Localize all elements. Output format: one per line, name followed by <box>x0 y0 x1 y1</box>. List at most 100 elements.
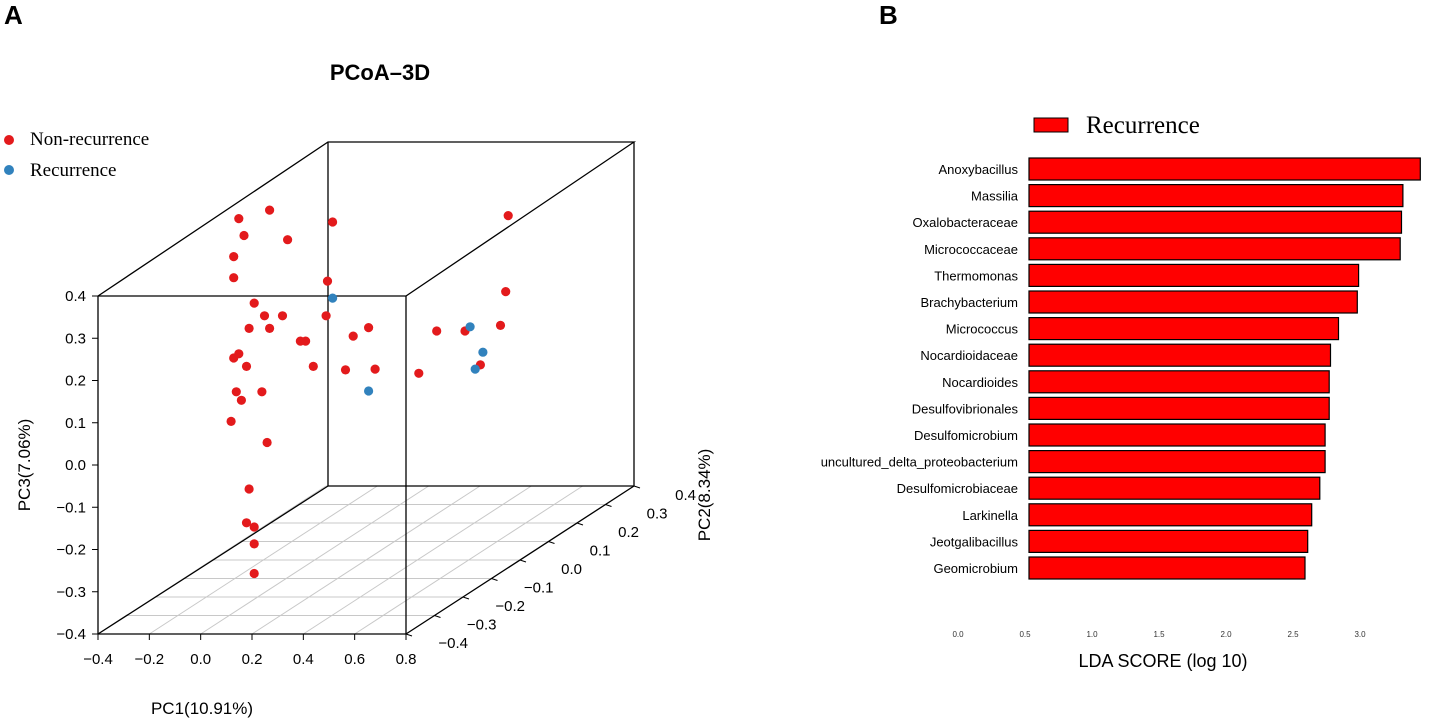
lda-category-label: uncultured_delta_proteobacterium <box>821 455 1018 470</box>
point-non-recurrence <box>229 353 239 363</box>
lda-bar <box>1028 529 1309 554</box>
pc2-tick-label: 0.4 <box>675 487 696 504</box>
pc2-tick-mark <box>519 559 527 563</box>
pcoa-title: PCoA–3D <box>330 60 430 85</box>
pc1-axis-label: PC1(10.91%) <box>151 699 253 718</box>
lda-bar <box>1028 423 1326 447</box>
point-non-recurrence <box>241 518 252 528</box>
pc1-tick-label: 0.8 <box>396 651 417 668</box>
point-non-recurrence <box>236 395 246 405</box>
pc3-tick-label: 0.3 <box>65 330 86 347</box>
lda-category-label: Massilia <box>971 189 1019 204</box>
lda-bar <box>1028 343 1332 367</box>
lda-tick-label: 2.5 <box>1287 630 1299 639</box>
lda-legend-label: Recurrence <box>1086 112 1200 139</box>
lda-category-label: Larkinella <box>962 508 1018 523</box>
pc2-tick-label: 0.0 <box>561 561 582 578</box>
lda-bar <box>1028 396 1330 420</box>
lda-bar <box>1028 556 1306 580</box>
lda-bar <box>1028 370 1330 394</box>
pc1-tick-label: 0.4 <box>293 651 314 668</box>
legend-marker-recurrence <box>4 165 14 175</box>
lda-tick-label: 2.0 <box>1220 630 1232 639</box>
pc2-tick-mark <box>405 633 413 637</box>
point-non-recurrence <box>265 205 275 215</box>
point-non-recurrence <box>283 235 293 245</box>
pc2-tick-mark <box>576 522 584 526</box>
point-non-recurrence <box>249 568 259 579</box>
lda-category-label: Desulfovibrionales <box>912 401 1019 416</box>
point-recurrence <box>465 322 475 332</box>
point-recurrence <box>328 293 338 303</box>
legend-label-non-recurrence: Non-recurrence <box>30 129 149 150</box>
point-non-recurrence <box>414 368 424 378</box>
lda-bar <box>1028 450 1326 474</box>
panel-b: B Recurrence Anoxybacillus Massilia Oxalob… <box>821 0 1421 671</box>
panel-a-label: A <box>4 0 23 30</box>
pc2-tick-mark <box>462 596 470 600</box>
legend-label-recurrence: Recurrence <box>30 160 117 181</box>
pc2-tick-label: −0.4 <box>438 635 468 652</box>
lda-category-label: Nocardioides <box>942 375 1018 390</box>
lda-tick-label: 0.0 <box>952 630 964 639</box>
point-non-recurrence <box>239 230 249 241</box>
point-non-recurrence <box>234 214 244 224</box>
point-non-recurrence <box>229 273 239 283</box>
point-non-recurrence <box>364 323 374 333</box>
lda-category-label: Micrococcaceae <box>924 242 1018 257</box>
lda-category-label: Oxalobacteraceae <box>912 215 1018 230</box>
lda-bar <box>1028 290 1358 314</box>
point-non-recurrence <box>348 331 358 341</box>
lda-bar <box>1028 237 1401 261</box>
legend-marker-non-recurrence <box>4 135 14 145</box>
pc3-tick-label: 0.4 <box>65 288 86 305</box>
pc1-tick-label: 0.2 <box>242 651 263 668</box>
pc2-tick-label: 0.1 <box>590 543 611 560</box>
point-non-recurrence <box>503 211 513 221</box>
lda-category-label: Nocardioidaceae <box>920 348 1018 363</box>
point-non-recurrence <box>321 311 331 321</box>
pc1-axis-ticks: −0.4 −0.2 0.0 0.2 0.4 0.6 0.8 <box>83 634 416 668</box>
point-non-recurrence <box>495 320 506 330</box>
lda-bar <box>1028 317 1340 341</box>
point-recurrence <box>478 347 488 357</box>
lda-bar <box>1028 157 1421 181</box>
point-recurrence <box>364 386 374 396</box>
lda-category-label: Jeotgalibacillus <box>930 534 1019 549</box>
pc2-tick-label: 0.2 <box>618 524 639 541</box>
point-non-recurrence <box>257 387 267 397</box>
point-non-recurrence <box>231 387 241 397</box>
lda-legend-swatch <box>1033 117 1069 133</box>
point-non-recurrence <box>229 252 239 262</box>
point-non-recurrence <box>226 416 236 426</box>
point-recurrence <box>470 364 480 374</box>
pcoa-legend: Non-recurrence Recurrence <box>4 129 149 181</box>
pc3-tick-label: −0.4 <box>56 626 86 643</box>
lda-bar <box>1028 476 1321 500</box>
point-non-recurrence <box>244 484 254 494</box>
point-non-recurrence <box>259 311 270 321</box>
point-non-recurrence <box>241 361 252 371</box>
lda-bars: Anoxybacillus Massilia Oxalobacteraceae Mic… <box>821 157 1421 580</box>
pc2-tick-label: −0.3 <box>467 617 497 634</box>
pc3-axis-label: PC3(7.06%) <box>15 419 34 512</box>
lda-bar <box>1028 184 1404 208</box>
lda-bar <box>1028 503 1313 527</box>
panel-b-label: B <box>879 0 898 30</box>
lda-category-label: Geomicrobium <box>933 561 1018 576</box>
pcoa-points <box>226 205 513 579</box>
point-non-recurrence <box>308 361 318 371</box>
pc1-tick-label: 0.6 <box>344 651 365 668</box>
pc1-tick-label: −0.2 <box>135 651 165 668</box>
pc2-tick-mark <box>605 504 612 507</box>
lda-category-label: Anoxybacillus <box>939 162 1019 177</box>
point-non-recurrence <box>295 336 305 346</box>
pc2-tick-label: 0.3 <box>647 506 668 523</box>
point-non-recurrence <box>249 522 259 532</box>
lda-category-label: Thermomonas <box>934 268 1018 283</box>
pc2-tick-label: −0.2 <box>495 598 525 615</box>
lda-axis-ticks: 0.0 0.5 1.0 1.5 2.0 2.5 3.0 <box>952 630 1366 639</box>
pcoa-floor-grid <box>97 485 635 635</box>
point-non-recurrence <box>265 323 275 333</box>
